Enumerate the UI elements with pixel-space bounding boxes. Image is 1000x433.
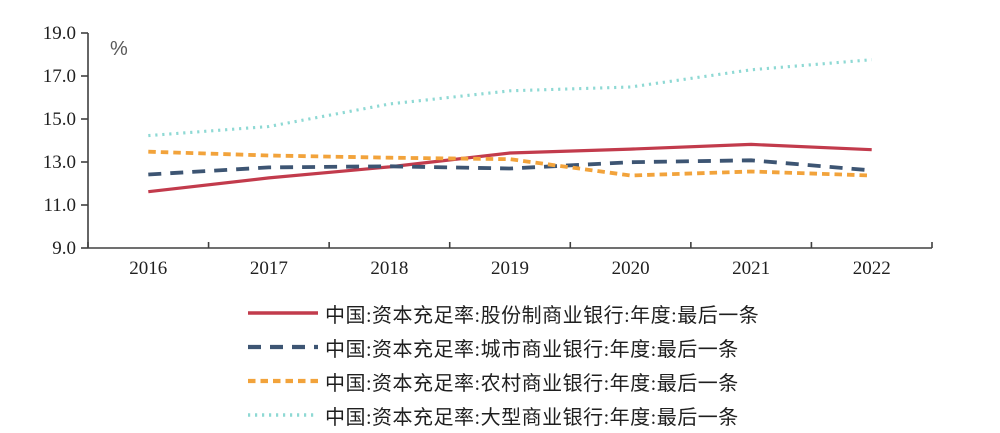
legend-item-large-banks: 中国:资本充足率:大型商业银行:年度:最后一条 — [248, 398, 759, 432]
legend-line-sample-dashed — [248, 344, 318, 350]
legend-item-joint-stock-banks: 中国:资本充足率:股份制商业银行:年度:最后一条 — [248, 296, 759, 330]
legend-item-city-banks: 中国:资本充足率:城市商业银行:年度:最后一条 — [248, 330, 759, 364]
svg-text:9.0: 9.0 — [52, 238, 76, 259]
legend-line-sample-solid — [248, 311, 318, 315]
legend-line-sample-dotted — [248, 413, 318, 417]
line-plot: 9.0 11.0 13.0 15.0 17.0 19.0 2016 2017 2018 2019 2… — [43, 23, 933, 279]
legend-label: 中国:资本充足率:城市商业银行:年度:最后一条 — [325, 338, 739, 361]
svg-text:19.0: 19.0 — [43, 23, 76, 44]
legend-label: 中国:资本充足率:农村商业银行:年度:最后一条 — [325, 372, 739, 395]
svg-text:%: % — [110, 38, 128, 60]
svg-text:2020: 2020 — [612, 258, 650, 279]
svg-text:13.0: 13.0 — [43, 152, 76, 173]
legend: 中国:资本充足率:股份制商业银行:年度:最后一条 中国:资本充足率:城市商业银行… — [248, 296, 759, 432]
svg-text:15.0: 15.0 — [43, 109, 76, 130]
svg-text:2022: 2022 — [853, 258, 891, 279]
svg-text:2019: 2019 — [491, 258, 529, 279]
legend-label: 中国:资本充足率:股份制商业银行:年度:最后一条 — [325, 304, 760, 327]
svg-text:2021: 2021 — [732, 258, 770, 279]
svg-text:17.0: 17.0 — [43, 66, 76, 87]
legend-line-sample-short-dash — [248, 378, 318, 384]
svg-text:11.0: 11.0 — [43, 195, 76, 216]
svg-text:2017: 2017 — [250, 258, 288, 279]
legend-label: 中国:资本充足率:大型商业银行:年度:最后一条 — [325, 406, 739, 429]
legend-item-rural-banks: 中国:资本充足率:农村商业银行:年度:最后一条 — [248, 364, 759, 398]
svg-text:2018: 2018 — [370, 258, 408, 279]
svg-text:2016: 2016 — [129, 258, 167, 279]
